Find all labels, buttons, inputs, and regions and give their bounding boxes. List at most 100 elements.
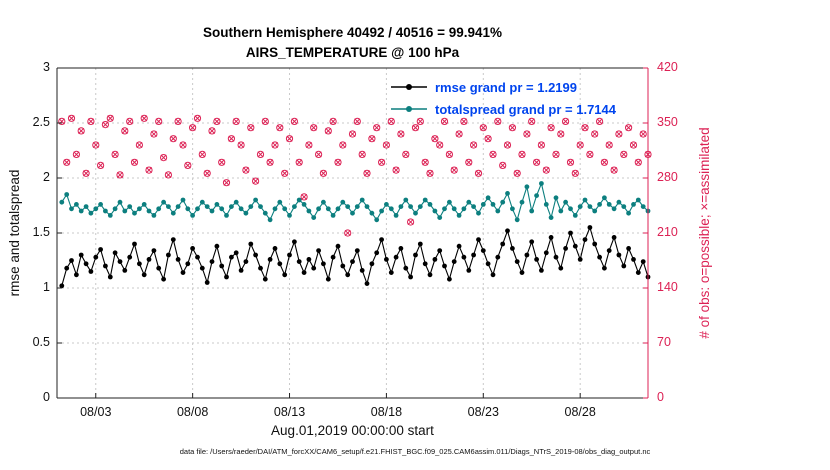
obs-possible-marker bbox=[315, 150, 323, 158]
series-rmse-marker bbox=[238, 268, 244, 273]
series-totalspread-marker bbox=[117, 199, 123, 205]
obs-assimilated-marker bbox=[620, 151, 627, 158]
series-totalspread-marker bbox=[137, 206, 142, 212]
series-totalspread-marker bbox=[88, 210, 94, 216]
obs-assimilated-marker bbox=[557, 130, 564, 138]
legend-label-rmse: rmse grand pr = 1.2199 bbox=[435, 79, 577, 95]
series-rmse-marker bbox=[621, 263, 627, 269]
series-totalspread-marker bbox=[597, 202, 602, 207]
obs-possible-marker bbox=[499, 161, 507, 169]
obs-assimilated-marker bbox=[170, 135, 177, 142]
series-totalspread-marker bbox=[175, 204, 181, 210]
series-totalspread-marker bbox=[466, 199, 472, 205]
obs-possible-marker bbox=[169, 135, 177, 143]
obs-assimilated-marker bbox=[591, 130, 598, 138]
obs-assimilated-marker bbox=[538, 141, 545, 149]
obs-possible-marker bbox=[237, 141, 245, 149]
series-rmse-marker bbox=[558, 265, 564, 271]
obs-possible-marker bbox=[135, 141, 143, 149]
series-totalspread-marker bbox=[127, 204, 133, 210]
series-rmse-marker bbox=[408, 274, 413, 280]
series-totalspread-marker bbox=[306, 208, 312, 214]
series-rmse-marker bbox=[461, 254, 467, 260]
series-rmse-marker bbox=[432, 257, 438, 262]
obs-assimilated-marker bbox=[635, 159, 642, 166]
series-totalspread-marker bbox=[398, 204, 404, 210]
obs-possible-marker bbox=[344, 229, 352, 237]
series-rmse-marker bbox=[267, 257, 273, 262]
series-totalspread-marker bbox=[417, 204, 423, 210]
series-totalspread-marker bbox=[199, 199, 205, 205]
series-rmse-marker bbox=[262, 276, 268, 282]
series-totalspread-marker bbox=[480, 202, 486, 207]
obs-assimilated-marker bbox=[218, 159, 225, 166]
obs-assimilated-marker bbox=[131, 159, 138, 166]
series-rmse-marker bbox=[476, 237, 481, 243]
series-rmse-marker bbox=[364, 281, 370, 286]
series-rmse-marker bbox=[437, 248, 443, 254]
series-totalspread-marker bbox=[403, 197, 409, 203]
series-totalspread-marker bbox=[301, 202, 307, 207]
obs-assimilated-marker bbox=[228, 135, 235, 142]
obs-possible-marker bbox=[368, 135, 376, 143]
obs-possible-marker bbox=[174, 117, 182, 126]
series-rmse-marker bbox=[393, 254, 399, 260]
obs-possible-marker bbox=[566, 158, 575, 166]
series-totalspread-marker bbox=[524, 184, 530, 190]
obs-possible-marker bbox=[213, 117, 221, 126]
series-totalspread-marker bbox=[587, 204, 593, 210]
series-rmse-marker bbox=[137, 261, 142, 267]
series-totalspread-marker bbox=[296, 197, 302, 203]
series-totalspread-marker bbox=[161, 199, 167, 205]
obs-possible-marker bbox=[518, 150, 526, 158]
obs-possible-marker bbox=[625, 124, 633, 132]
series-totalspread-marker bbox=[384, 202, 389, 207]
series-rmse-marker bbox=[107, 274, 113, 280]
series-rmse-marker bbox=[59, 283, 65, 289]
obs-possible-marker bbox=[484, 135, 492, 143]
series-totalspread-marker bbox=[185, 206, 191, 212]
obs-assimilated-marker bbox=[63, 159, 70, 166]
legend-entry-totalspread: totalspread grand pr = 1.7144 bbox=[390, 99, 616, 119]
series-totalspread-marker bbox=[485, 195, 491, 201]
series-rmse-marker bbox=[258, 265, 263, 271]
obs-assimilated-marker bbox=[276, 124, 283, 131]
obs-possible-marker bbox=[106, 114, 114, 122]
series-totalspread-marker bbox=[253, 197, 258, 203]
obs-possible-marker bbox=[629, 141, 638, 149]
series-rmse-marker bbox=[195, 254, 200, 260]
obs-assimilated-marker bbox=[184, 162, 191, 169]
series-totalspread-marker bbox=[238, 206, 244, 212]
obs-possible-marker bbox=[324, 127, 332, 135]
obs-possible-marker bbox=[116, 171, 124, 179]
obs-possible-marker bbox=[348, 130, 357, 138]
obs-assimilated-marker bbox=[470, 141, 477, 149]
series-rmse-marker bbox=[388, 270, 394, 275]
series-totalspread-marker bbox=[224, 213, 229, 218]
legend: rmse grand pr = 1.2199 totalspread grand … bbox=[390, 77, 616, 119]
series-rmse-marker bbox=[417, 241, 423, 247]
obs-possible-marker bbox=[232, 117, 240, 126]
series-totalspread-marker bbox=[204, 204, 210, 210]
obs-assimilated-marker bbox=[412, 124, 419, 131]
series-rmse-marker bbox=[306, 257, 312, 262]
series-totalspread-marker bbox=[413, 210, 418, 216]
obs-assimilated-marker bbox=[562, 118, 569, 125]
legend-sample-rmse bbox=[391, 84, 427, 90]
series-totalspread-marker bbox=[69, 206, 74, 212]
obs-possible-marker bbox=[562, 117, 570, 126]
series-totalspread-marker bbox=[408, 204, 413, 210]
series-rmse-marker bbox=[451, 259, 457, 264]
series-totalspread-marker bbox=[103, 208, 108, 214]
series-totalspread-marker bbox=[233, 199, 239, 205]
obs-assimilated-marker bbox=[160, 154, 167, 161]
obs-possible-marker bbox=[639, 130, 647, 138]
obs-assimilated-marker bbox=[451, 167, 458, 174]
obs-assimilated-marker bbox=[291, 118, 298, 125]
obs-possible-marker bbox=[494, 117, 502, 126]
series-totalspread-marker bbox=[151, 213, 157, 218]
obs-assimilated-marker bbox=[238, 141, 245, 149]
series-totalspread-marker bbox=[577, 204, 583, 210]
series-totalspread-marker bbox=[379, 208, 384, 214]
series-rmse-marker bbox=[519, 270, 525, 275]
